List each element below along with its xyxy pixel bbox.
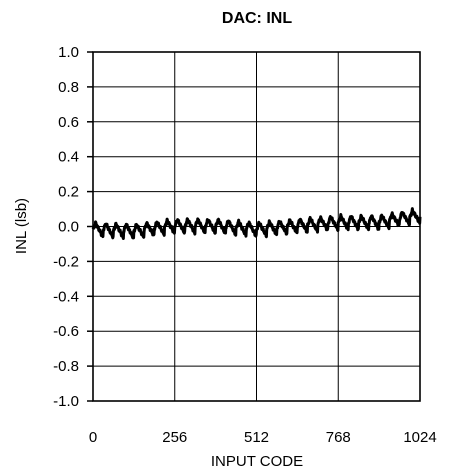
y-tick-label: -0.4	[53, 288, 79, 305]
x-tick-label: 768	[326, 429, 351, 446]
x-tick-label: 1024	[403, 429, 436, 446]
y-tick-label: 0.2	[58, 184, 79, 201]
y-tick-label: -0.2	[53, 253, 79, 270]
y-tick-label: 0.0	[58, 219, 79, 236]
y-tick-labels: 1.0 0.8 0.6 0.4 0.2 0.0 -0.2 -0.4 -0.6 -0.8 -1.0	[53, 44, 93, 410]
x-tick-labels: 0 256 512 768 1024	[89, 429, 437, 446]
x-tick-label: 512	[244, 429, 269, 446]
y-tick-label: 0.6	[58, 114, 79, 131]
series-layer	[91, 207, 422, 241]
x-axis-label: INPUT CODE	[211, 453, 303, 470]
y-tick-label: -1.0	[53, 393, 79, 410]
x-tick-label: 256	[162, 429, 187, 446]
y-axis-label: INL (lsb)	[13, 198, 30, 254]
y-tick-label: -0.6	[53, 323, 79, 340]
x-tick-label: 0	[89, 429, 97, 446]
series-inl-line	[91, 207, 422, 241]
y-tick-label: 0.8	[58, 79, 79, 96]
chart-title: DAC: INL	[222, 10, 292, 27]
y-tick-label: 1.0	[58, 44, 79, 61]
y-tick-label: 0.4	[58, 149, 79, 166]
y-tick-label: -0.8	[53, 358, 79, 375]
